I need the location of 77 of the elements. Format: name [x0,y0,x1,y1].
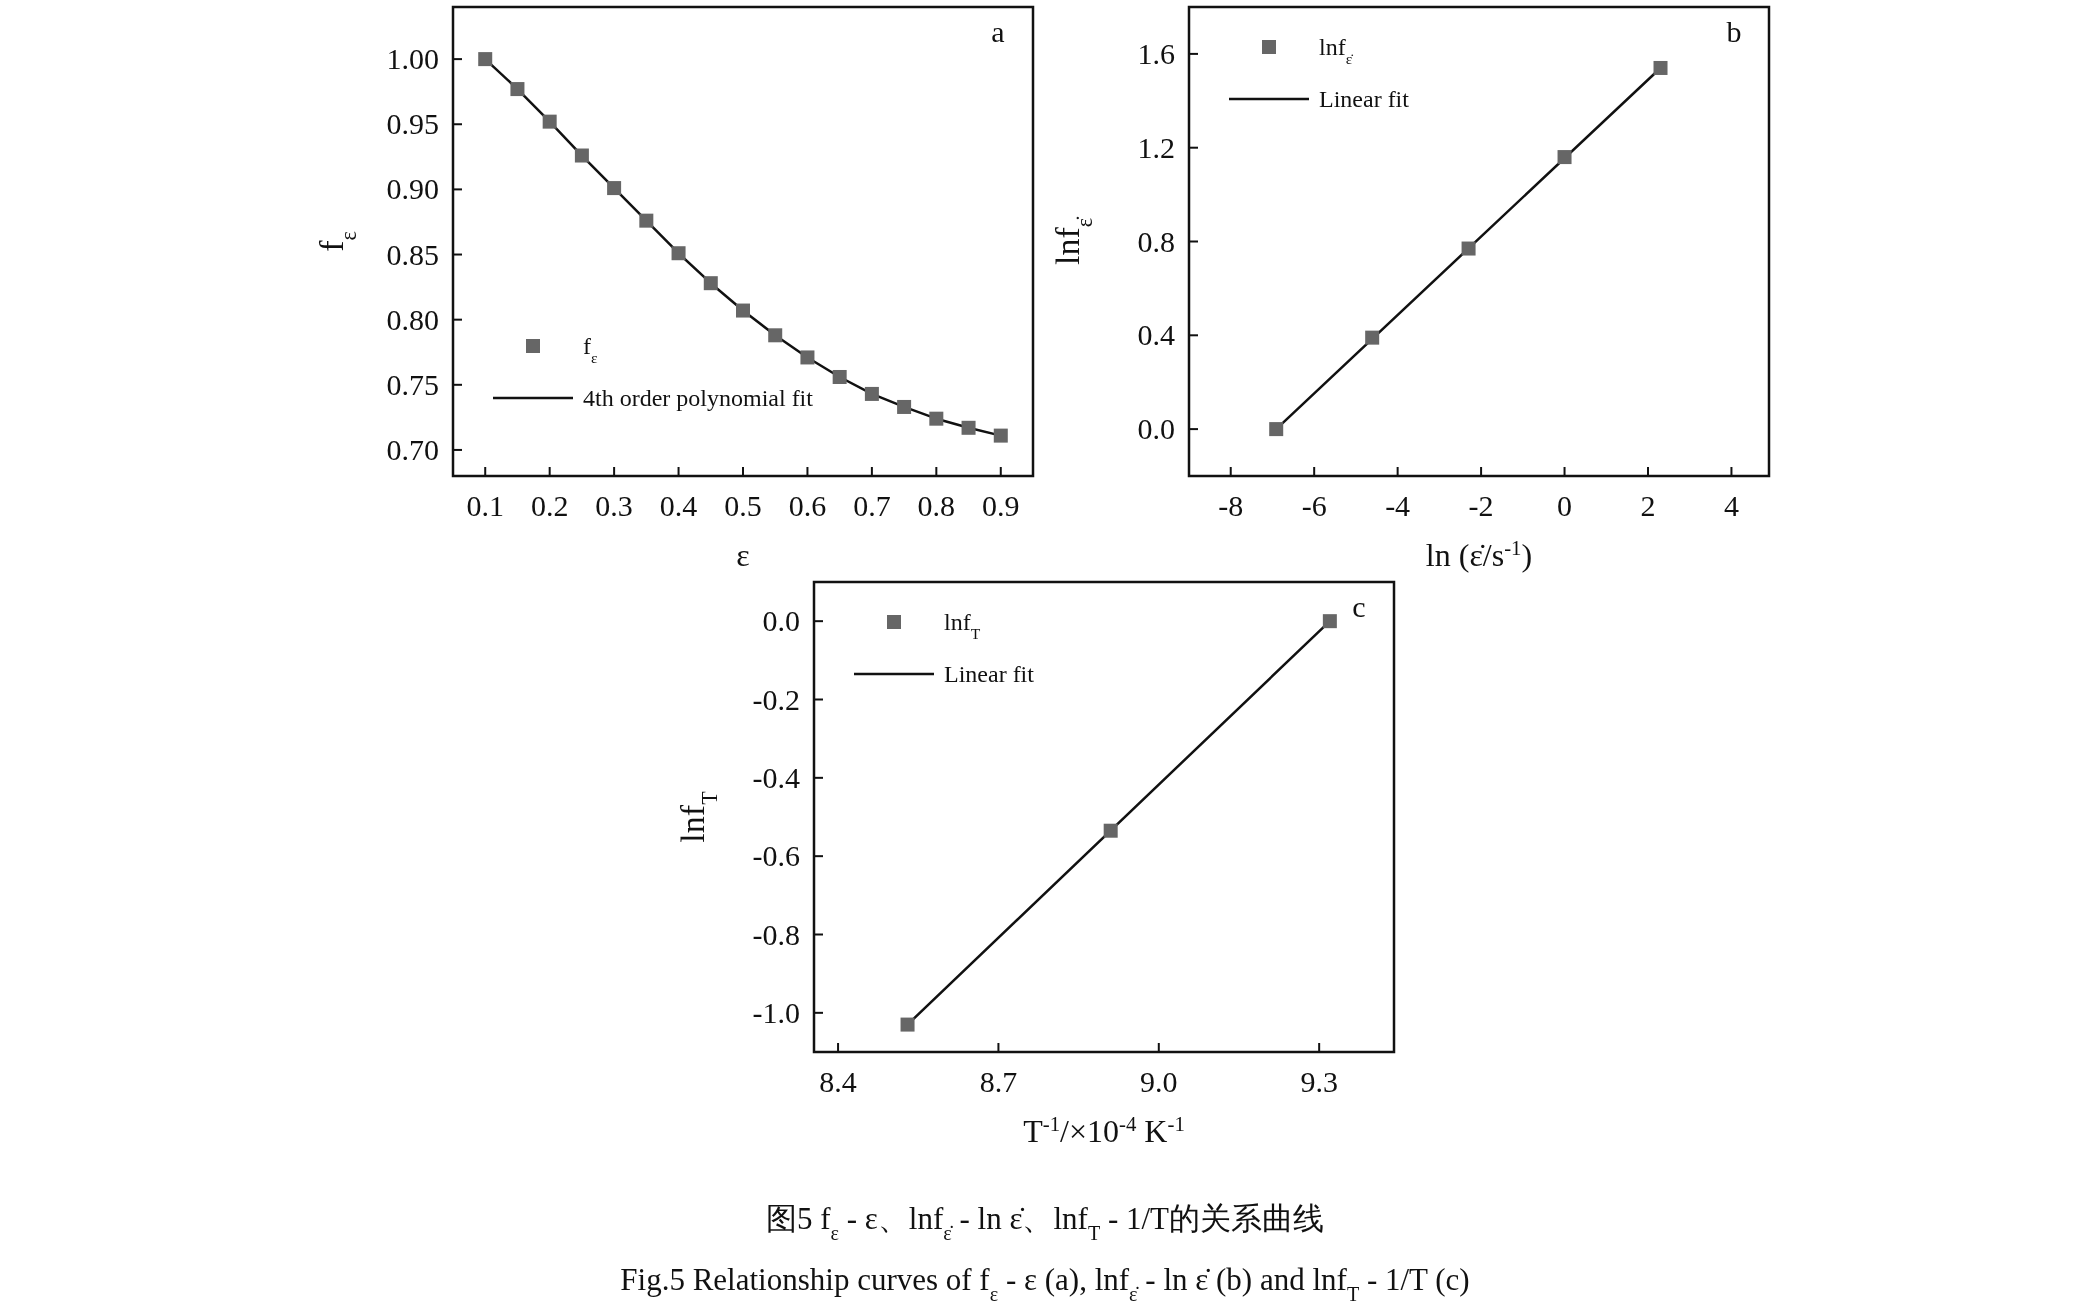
point [574,148,589,163]
point [1269,422,1284,437]
x-axis-title: ε [736,537,750,573]
x-tick-label: 9.3 [1300,1065,1338,1098]
x-tick-label: 0.3 [595,489,633,522]
x-tick-label: 8.7 [979,1065,1018,1098]
point [1322,614,1337,629]
x-tick-label: 0.1 [466,489,504,522]
y-tick-label: 1.6 [1137,36,1175,70]
x-tick-label: 2 [1640,489,1656,522]
point [1365,330,1380,345]
point [897,399,912,414]
point [1103,823,1118,838]
legend-label: f$_{ε}$ [583,333,598,366]
point [1557,150,1572,165]
x-tick-label: 9.0 [1140,1065,1178,1098]
x-tick-label: 0.8 [917,489,956,522]
point [639,213,654,228]
y-tick-label: 0.80 [386,302,439,336]
point [832,369,847,384]
point [929,411,944,426]
point [800,350,815,365]
point [768,328,783,343]
caption: 图5 f$_{ε}$ - ε、lnf$_{ε̇}$ - ln ε̇、lnf$_{T}$ - 1/T的关系曲线 [765,1201,1325,1244]
x-tick-label: 0.5 [724,489,762,522]
y-tick-label: 0.70 [386,432,439,466]
point [900,1017,915,1032]
point [542,114,557,129]
point [736,303,750,318]
point [607,181,622,196]
x-tick-label: 0.7 [853,489,891,522]
y-tick-label: 0.85 [386,237,439,271]
y-tick-label: 1.2 [1137,130,1175,164]
x-tick-label: 0.6 [788,489,827,522]
y-tick-label: 0.75 [386,367,439,401]
point [703,276,718,291]
legend-label: Linear fit [1319,86,1410,112]
x-axis-title: ln (ε̇/s$^{-1}$) [1425,535,1533,573]
legend-label: Linear fit [944,661,1035,687]
y-tick-label: -0.2 [752,682,800,716]
x-tick-label: 0.2 [530,489,569,522]
annotation: a [991,15,1005,48]
y-tick-label: 0.0 [1137,412,1175,446]
y-tick-label: -0.6 [752,839,800,873]
x-tick-label: -8 [1218,489,1244,522]
x-tick-label: -6 [1301,489,1327,522]
y-tick-label: -1.0 [752,995,800,1029]
y-tick-label: -0.4 [752,760,800,794]
point [671,246,686,261]
caption: Fig.5 Relationship curves of f$_{ε}$ - ε (a), lnf$_{ε̇}$ - ln ε̇ (b) and lnf$_{T}$ - 1/T (c) [620,1262,1470,1305]
x-tick-label: -4 [1385,489,1411,522]
point [993,428,1008,443]
y-tick-label: -0.8 [752,917,800,951]
annotation: b [1726,15,1742,48]
x-tick-label: -2 [1468,489,1494,522]
y-tick-label: 0.90 [386,172,439,206]
x-tick-label: 0 [1557,489,1573,522]
point [961,420,976,435]
y-tick-label: 0.8 [1137,224,1175,258]
y-tick-label: 0.95 [386,107,439,141]
y-tick-label: 0.4 [1137,318,1175,352]
point [510,82,525,97]
y-tick-label: 0.0 [762,604,800,638]
legend-label: lnf$_{ε̇}$ [1319,34,1354,67]
point [478,52,493,67]
x-tick-label: 4 [1723,489,1739,522]
x-axis-title: T$^{-1}$/×10$^{-4}$ K$^{-1}$ [1023,1111,1185,1149]
legend-label: 4th order polynomial fit [583,385,814,411]
y-tick-label: 1.00 [386,42,439,76]
x-tick-label: 0.9 [982,489,1020,522]
x-tick-label: 8.4 [819,1065,857,1098]
legend-label: lnf$_{T}$ [944,609,981,642]
point [1461,241,1476,256]
point [1653,60,1668,75]
point [864,386,879,401]
annotation: c [1352,590,1366,623]
x-tick-label: 0.4 [659,489,698,522]
